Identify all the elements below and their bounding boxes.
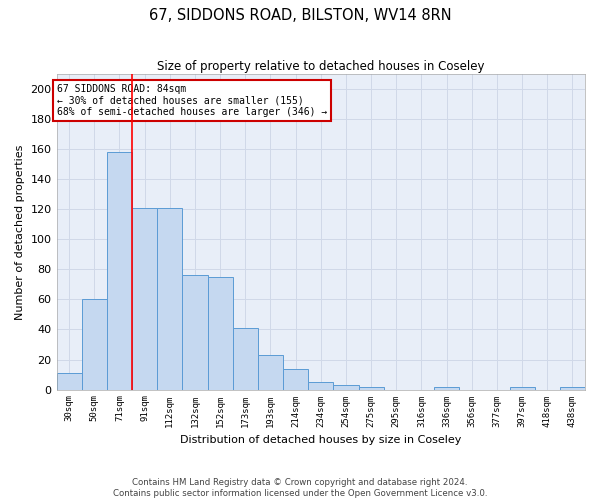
Bar: [258, 355, 283, 390]
Bar: [233, 328, 258, 390]
Bar: [157, 208, 182, 390]
Bar: [82, 300, 107, 390]
Text: 67 SIDDONS ROAD: 84sqm
← 30% of detached houses are smaller (155)
68% of semi-de: 67 SIDDONS ROAD: 84sqm ← 30% of detached…: [56, 84, 327, 117]
X-axis label: Distribution of detached houses by size in Coseley: Distribution of detached houses by size …: [180, 435, 461, 445]
Bar: [308, 382, 334, 390]
Bar: [334, 385, 359, 390]
Bar: [182, 276, 208, 390]
Title: Size of property relative to detached houses in Coseley: Size of property relative to detached ho…: [157, 60, 485, 73]
Bar: [434, 386, 459, 390]
Y-axis label: Number of detached properties: Number of detached properties: [15, 144, 25, 320]
Text: 67, SIDDONS ROAD, BILSTON, WV14 8RN: 67, SIDDONS ROAD, BILSTON, WV14 8RN: [149, 8, 451, 22]
Bar: [560, 386, 585, 390]
Bar: [509, 386, 535, 390]
Bar: [208, 277, 233, 390]
Text: Contains HM Land Registry data © Crown copyright and database right 2024.
Contai: Contains HM Land Registry data © Crown c…: [113, 478, 487, 498]
Bar: [359, 386, 383, 390]
Bar: [56, 373, 82, 390]
Bar: [283, 368, 308, 390]
Bar: [132, 208, 157, 390]
Bar: [107, 152, 132, 390]
